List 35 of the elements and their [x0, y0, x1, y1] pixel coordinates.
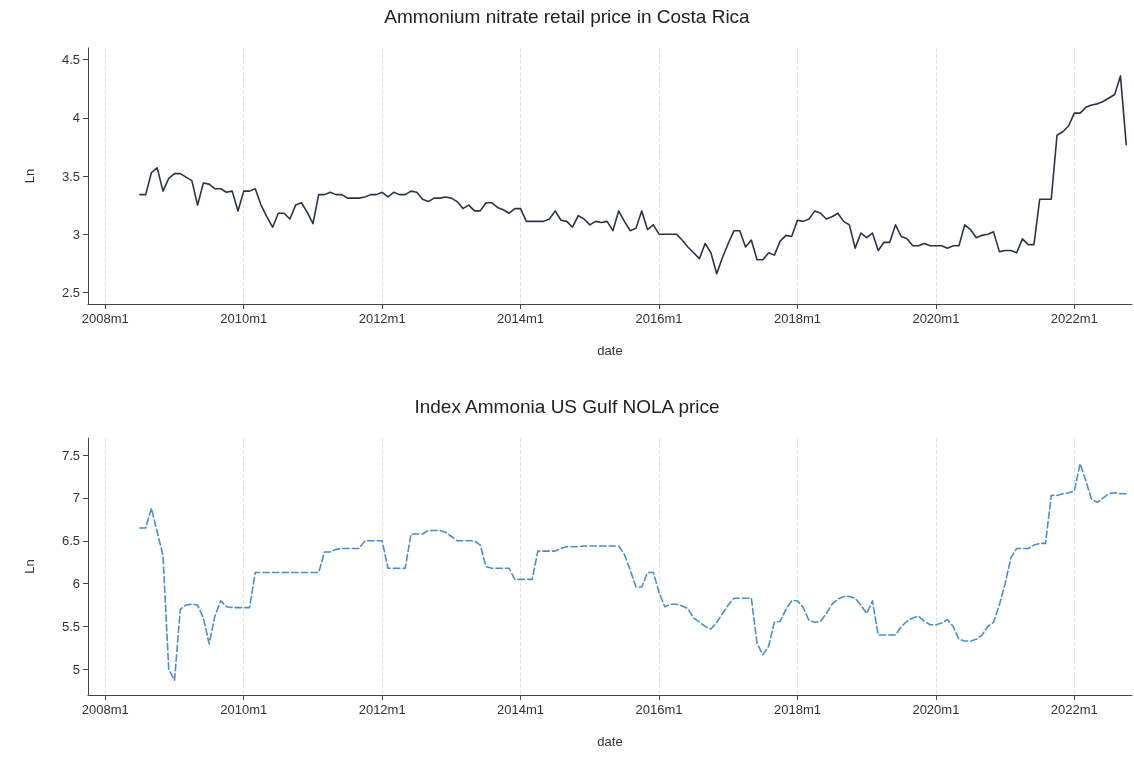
x-tick-label: 2016m1 — [635, 702, 683, 717]
x-tick-label: 2020m1 — [912, 702, 960, 717]
y-tick-label: 6 — [72, 576, 80, 592]
y-tick-label: 4.5 — [61, 52, 80, 68]
chart-title: Ammonium nitrate retail price in Costa Rica — [384, 6, 751, 27]
x-tick-label: 2010m1 — [220, 702, 268, 717]
x-tick-label: 2014m1 — [497, 702, 545, 717]
x-tick-label: 2008m1 — [81, 702, 129, 717]
y-tick-label: 3 — [72, 226, 80, 242]
y-tick-label: 4 — [72, 110, 80, 126]
chart-title: Index Ammonia US Gulf NOLA price — [414, 396, 720, 417]
x-tick-label: 2020m1 — [912, 311, 960, 326]
y-tick-label: 5 — [72, 661, 80, 677]
x-tick-label: 2012m1 — [358, 702, 406, 717]
x-tick-label: 2018m1 — [773, 702, 821, 717]
x-tick-label: 2022m1 — [1050, 702, 1098, 717]
y-tick-label: 7 — [72, 490, 80, 506]
y-axis-title: Ln — [22, 168, 37, 184]
x-axis-title: date — [597, 343, 623, 358]
y-tick-label: 2.5 — [61, 284, 80, 300]
y-tick-label: 6.5 — [61, 533, 80, 549]
x-tick-label: 2018m1 — [773, 311, 821, 326]
x-tick-label: 2012m1 — [358, 311, 406, 326]
y-tick-label: 7.5 — [61, 447, 80, 463]
x-tick-label: 2014m1 — [497, 311, 545, 326]
y-tick-label: 5.5 — [61, 618, 80, 634]
x-tick-label: 2008m1 — [81, 311, 129, 326]
x-axis-title: date — [597, 734, 623, 749]
y-tick-label: 3.5 — [61, 168, 80, 184]
line-series — [139, 462, 1128, 682]
x-tick-label: 2022m1 — [1050, 311, 1098, 326]
line-series — [139, 75, 1128, 275]
y-axis-title: Ln — [22, 559, 37, 574]
x-tick-label: 2010m1 — [220, 311, 268, 326]
x-tick-label: 2016m1 — [635, 311, 683, 326]
